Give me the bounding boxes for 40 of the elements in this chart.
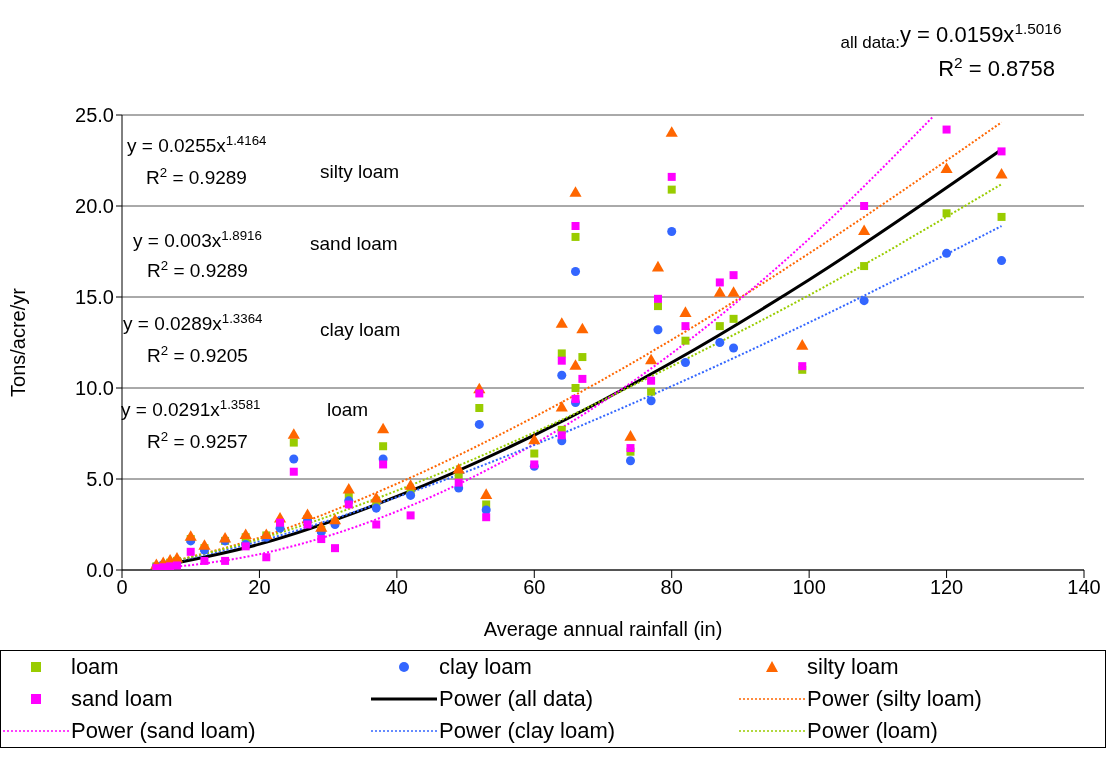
annotation: R$^{2}$ = 0.9205 bbox=[147, 342, 248, 366]
annotation: y = 0.0289x$^{1.3364}$ bbox=[123, 310, 263, 334]
x-tick-label: 20 bbox=[248, 576, 271, 599]
y-axis-title: Tons/acre/yr bbox=[7, 287, 30, 397]
text: R$^{2}$ = 0.8758 bbox=[938, 53, 1055, 81]
legend-label: clay loam bbox=[439, 654, 532, 680]
text: y = 0.0159x$^{1.5016}$ bbox=[900, 19, 1062, 47]
annotation: y = 0.0255x$^{1.4164}$ bbox=[127, 132, 267, 156]
annotation: y = 0.0291x$^{1.3581}$ bbox=[121, 396, 261, 420]
legend-label: sand loam bbox=[71, 686, 173, 712]
legend-label: Power (clay loam) bbox=[439, 718, 616, 744]
x-tick-label: 40 bbox=[385, 576, 408, 599]
x-tick-label: 0 bbox=[116, 576, 128, 599]
annotation: R$^{2}$ = 0.9289 bbox=[146, 164, 247, 188]
y-tick-label: 0.0 bbox=[86, 559, 114, 582]
legend-label: Power (silty loam) bbox=[807, 686, 982, 712]
x-tick-label: 100 bbox=[792, 576, 826, 599]
x-tick-label: 120 bbox=[929, 576, 964, 599]
legend-label: Power (all data) bbox=[439, 686, 594, 712]
legend-label: Power (sand loam) bbox=[71, 718, 256, 744]
y-tick-label: 20.0 bbox=[75, 195, 114, 218]
annotation: loam bbox=[327, 399, 369, 420]
x-tick-label: 60 bbox=[523, 576, 546, 599]
y-tick-label: 5.0 bbox=[86, 468, 114, 491]
legend-label: Power (loam) bbox=[807, 718, 938, 744]
annotation: sand loam bbox=[310, 233, 398, 254]
x-axis-title: Average annual rainfall (in) bbox=[483, 618, 723, 640]
annotation: silty loam bbox=[320, 161, 400, 182]
text: all data: bbox=[840, 33, 900, 52]
annotation: R$^{2}$ = 0.9289 bbox=[147, 257, 248, 281]
y-tick-label: 15.0 bbox=[75, 286, 114, 309]
legend-label: loam bbox=[71, 654, 119, 680]
legend-label: silty loam bbox=[807, 654, 899, 680]
y-tick-label: 25.0 bbox=[75, 104, 114, 127]
x-tick-label: 140 bbox=[1067, 576, 1101, 599]
annotation: y = 0.003x$^{1.8916}$ bbox=[133, 227, 262, 251]
annotation: clay loam bbox=[320, 319, 401, 340]
y-tick-label: 10.0 bbox=[75, 377, 114, 400]
x-tick-label: 80 bbox=[660, 576, 683, 599]
annotation: R$^{2}$ = 0.9257 bbox=[147, 428, 248, 452]
